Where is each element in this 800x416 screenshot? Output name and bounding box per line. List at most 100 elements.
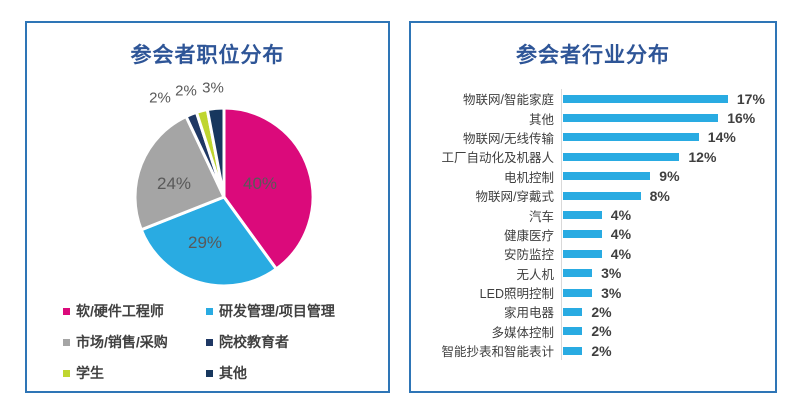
bar-row-label: 智能抄表和智能表计 [441,345,554,360]
legend-swatch-rd-management [206,307,213,315]
bar [563,94,728,103]
bar-row: 其他 16% [411,108,775,128]
bar [563,133,699,142]
bar-row: 汽车 4% [411,205,775,225]
bar [563,307,583,316]
bar-value-label: 9% [659,168,680,185]
bar-panel: 参会者行业分布 物联网/智能家庭 17% 其他 16% 物联网/无线传输 14%… [409,21,777,393]
legend-swatch-educators [206,338,213,346]
bar-axis-line: 4% [561,205,775,225]
pie-slice-label-engineers: 40% [242,174,278,193]
legend-swatch-engineers [63,307,70,315]
bar-row: 安防监控 4% [411,244,775,264]
pie-panel: 参会者职位分布 40% 29% 24% 2% 2% 3% 软/硬件工程师 研发管… [25,21,390,393]
bar-value-label: 4% [610,207,632,224]
bar-row-label: 健康医疗 [503,228,554,243]
bar-value-label: 17% [736,90,765,107]
legend-swatch-students [63,369,70,377]
bar-row: 智能抄表和智能表计 2% [411,341,775,361]
bar [563,152,680,161]
legend-item-educators: 院校教育者 [206,332,373,352]
bar-axis-line: 2% [561,321,775,342]
bar [563,172,651,181]
bar-value-label: 3% [601,265,622,282]
bar-row-label: 其他 [528,112,554,127]
bar [563,191,641,200]
bar-axis-line: 14% [561,127,775,148]
legend-item-other: 其他 [206,363,373,383]
legend-label-engineers: 软/硬件工程师 [76,303,164,319]
bar [563,327,583,336]
pie-legend: 软/硬件工程师 研发管理/项目管理 市场/销售/采购 院校教育者 学生 其他 [63,301,373,383]
bar-axis-line: 8% [561,185,775,206]
bar-row-label: 安防监控 [503,248,554,263]
bar-row-label: 物联网/穿戴式 [475,190,554,205]
bar-value-label: 4% [610,226,632,243]
bar-value-label: 4% [610,245,632,262]
legend-item-engineers: 软/硬件工程师 [63,301,206,321]
bar-row-label: 多媒体控制 [491,325,554,340]
bar-axis-line: 4% [561,224,775,245]
legend-label-students: 学生 [76,365,104,381]
bar-value-label: 2% [591,303,612,320]
bar-axis-line: 2% [561,302,775,322]
bar-row: 电机控制 9% [411,166,775,186]
bar-row: 家用电器 2% [411,302,775,322]
bar-row: 多媒体控制 2% [411,321,775,342]
bar-chart: 物联网/智能家庭 17% 其他 16% 物联网/无线传输 14% 工厂自动化及机… [411,89,775,361]
bar-row: 健康医疗 4% [411,224,775,245]
pie-slice-label-other: 3% [202,79,224,97]
legend-item-students: 学生 [63,363,206,383]
pie-chart-title: 参会者职位分布 [130,44,285,67]
bar-row: 工厂自动化及机器人 12% [411,147,775,167]
bar-value-label: 2% [591,342,612,359]
bar-axis-line: 3% [561,263,775,283]
bar-row: 无人机 3% [411,263,775,283]
pie-slice-label-rd-management: 29% [187,233,223,252]
bar-row: LED照明控制 3% [411,282,775,303]
bar-value-label: 12% [688,148,717,165]
legend-label-rd-management: 研发管理/项目管理 [219,303,335,319]
bar-row-label: 工厂自动化及机器人 [441,151,554,166]
legend-swatch-marketing [63,338,70,346]
legend-label-marketing: 市场/销售/采购 [76,334,168,350]
pie-chart [133,106,315,288]
bar-row-label: LED照明控制 [479,287,554,302]
bar-chart-title: 参会者行业分布 [516,44,670,67]
bar-row-label: 电机控制 [503,170,554,185]
legend-label-educators: 院校教育者 [219,334,289,350]
bar [563,269,593,278]
bar-value-label: 8% [649,187,670,204]
bar-value-label: 3% [601,284,622,301]
bar-row: 物联网/智能家庭 17% [411,89,775,109]
bar-value-label: 14% [707,129,736,146]
bar-axis-line: 2% [561,341,775,361]
bar [563,114,719,123]
legend-item-marketing: 市场/销售/采购 [63,332,206,352]
bar [563,346,583,355]
bar-row: 物联网/穿戴式 8% [411,185,775,206]
bar [563,211,602,220]
bar-row-label: 无人机 [516,267,554,282]
bar-row-label: 物联网/智能家庭 [463,93,554,108]
bar-axis-line: 17% [561,89,775,109]
bar-axis-line: 4% [561,244,775,264]
bar-value-label: 16% [727,110,756,127]
legend-label-other: 其他 [219,365,247,381]
legend-swatch-other [206,369,213,377]
bar-row-label: 家用电器 [503,306,554,321]
pie-slice-label-educators: 2% [149,89,171,107]
bar-row: 物联网/无线传输 14% [411,127,775,148]
bar-row-label: 汽车 [528,209,554,224]
bar-value-label: 2% [591,323,612,340]
bar [563,249,602,258]
pie-slice-label-students: 2% [175,82,197,100]
legend-item-rd-management: 研发管理/项目管理 [206,301,373,321]
bar [563,230,602,239]
bar-axis-line: 16% [561,108,775,128]
bar [563,288,593,297]
bar-axis-line: 3% [561,282,775,303]
bar-axis-line: 12% [561,147,775,167]
pie-slice-label-marketing: 24% [156,174,192,193]
